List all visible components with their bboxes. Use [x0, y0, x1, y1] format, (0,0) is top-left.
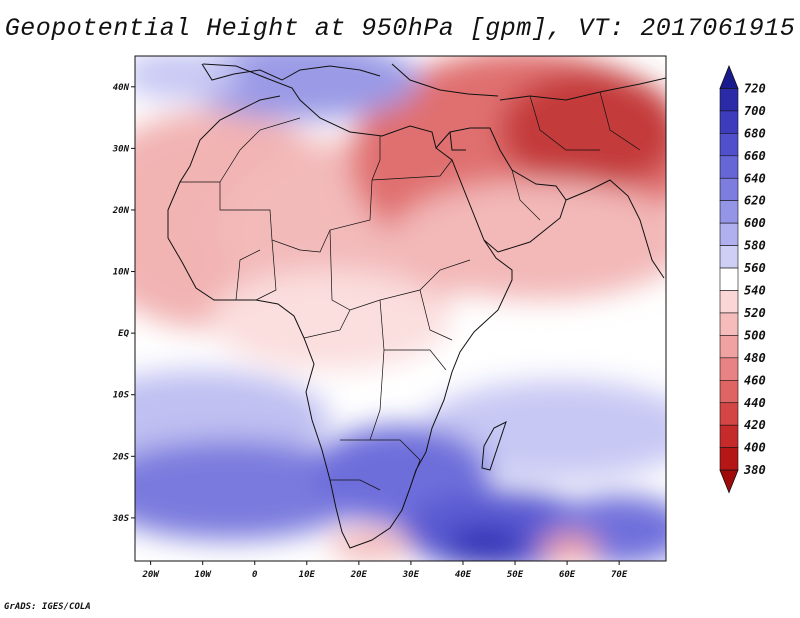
lon-tick-label: 10E	[299, 570, 316, 580]
lon-tick-label: 30E	[402, 570, 420, 580]
credit-text: GrADS: IGES/COLA	[4, 602, 91, 612]
lon-tick-label: 60E	[559, 570, 576, 580]
colorbar-label: 640	[744, 171, 766, 185]
lon-tick-label: 0	[252, 570, 258, 580]
colorbar: 720 700 680 660 640 620 600 580 560 540 520 500 480 4…	[719, 64, 766, 494]
lat-tick-label: 10N	[113, 268, 130, 278]
colorbar-swatch	[719, 290, 739, 314]
colorbar-label: 540	[744, 284, 766, 298]
colorbar-swatch	[719, 245, 739, 269]
lat-tick-label: 20N	[112, 206, 130, 216]
colorbar-swatch	[719, 402, 739, 426]
colorbar-top-arrow	[719, 64, 739, 89]
lon-tick-label: 10W	[195, 570, 213, 580]
colorbar-label: 700	[744, 104, 766, 118]
lon-tick-label: 20E	[350, 570, 368, 580]
colorbar-label: 520	[744, 306, 766, 320]
colorbar-label: 380	[743, 463, 766, 477]
plot-frame	[134, 55, 667, 562]
colorbar-swatch	[719, 335, 739, 359]
lon-tick-label: 20W	[141, 570, 160, 580]
longitude-axis: 20W 10W 0 10E 20E 30E 40E 50E 60E 70E	[141, 561, 628, 580]
colorbar-label: 620	[744, 194, 766, 208]
colorbar-label: 580	[744, 239, 766, 253]
colorbar-swatch	[719, 267, 739, 291]
chart-title: Geopotential Height at 950hPa [gpm], VT:…	[4, 14, 796, 43]
colorbar-label: 480	[744, 351, 766, 365]
colorbar-label: 400	[744, 441, 766, 455]
colorbar-label: 600	[744, 216, 766, 230]
colorbar-swatch	[719, 155, 739, 179]
country-borders	[180, 91, 641, 511]
colorbar-bottom-arrow	[719, 469, 739, 494]
colorbar-label: 440	[744, 396, 766, 410]
lon-tick-label: 50E	[507, 570, 524, 580]
height-field	[135, 56, 666, 561]
colorbar-label: 500	[744, 328, 766, 342]
colorbar-label: 720	[744, 81, 766, 95]
colorbar-swatch	[719, 312, 739, 336]
latitude-axis: 40N 30N 20N 10N EQ 10S 20S 30S	[112, 83, 135, 524]
colorbar-swatch	[719, 357, 739, 381]
lat-tick-label: 30S	[112, 514, 130, 524]
colorbar-swatch	[719, 110, 739, 134]
colorbar-swatch	[719, 200, 739, 224]
colorbar-swatch	[719, 88, 739, 112]
lat-tick-label: 10S	[113, 391, 130, 401]
colorbar-label: 660	[744, 149, 766, 163]
colorbar-label: 460	[744, 373, 766, 387]
lat-tick-label: 30N	[112, 144, 130, 154]
lat-tick-label: EQ	[118, 329, 129, 339]
colorbar-swatch	[719, 222, 739, 246]
coastlines	[167, 63, 666, 549]
lon-tick-label: 40E	[455, 570, 472, 580]
lat-tick-label: 40N	[113, 83, 130, 93]
lat-tick-label: 20S	[112, 452, 130, 462]
colorbar-swatch	[719, 133, 739, 157]
colorbar-swatch	[719, 379, 739, 404]
lon-tick-label: 70E	[611, 570, 628, 580]
colorbar-label: 420	[744, 418, 766, 432]
colorbar-swatch	[719, 177, 739, 202]
colorbar-swatch	[719, 447, 739, 471]
colorbar-label: 680	[744, 126, 766, 140]
colorbar-swatch	[719, 424, 739, 448]
colorbar-label: 560	[744, 261, 766, 275]
